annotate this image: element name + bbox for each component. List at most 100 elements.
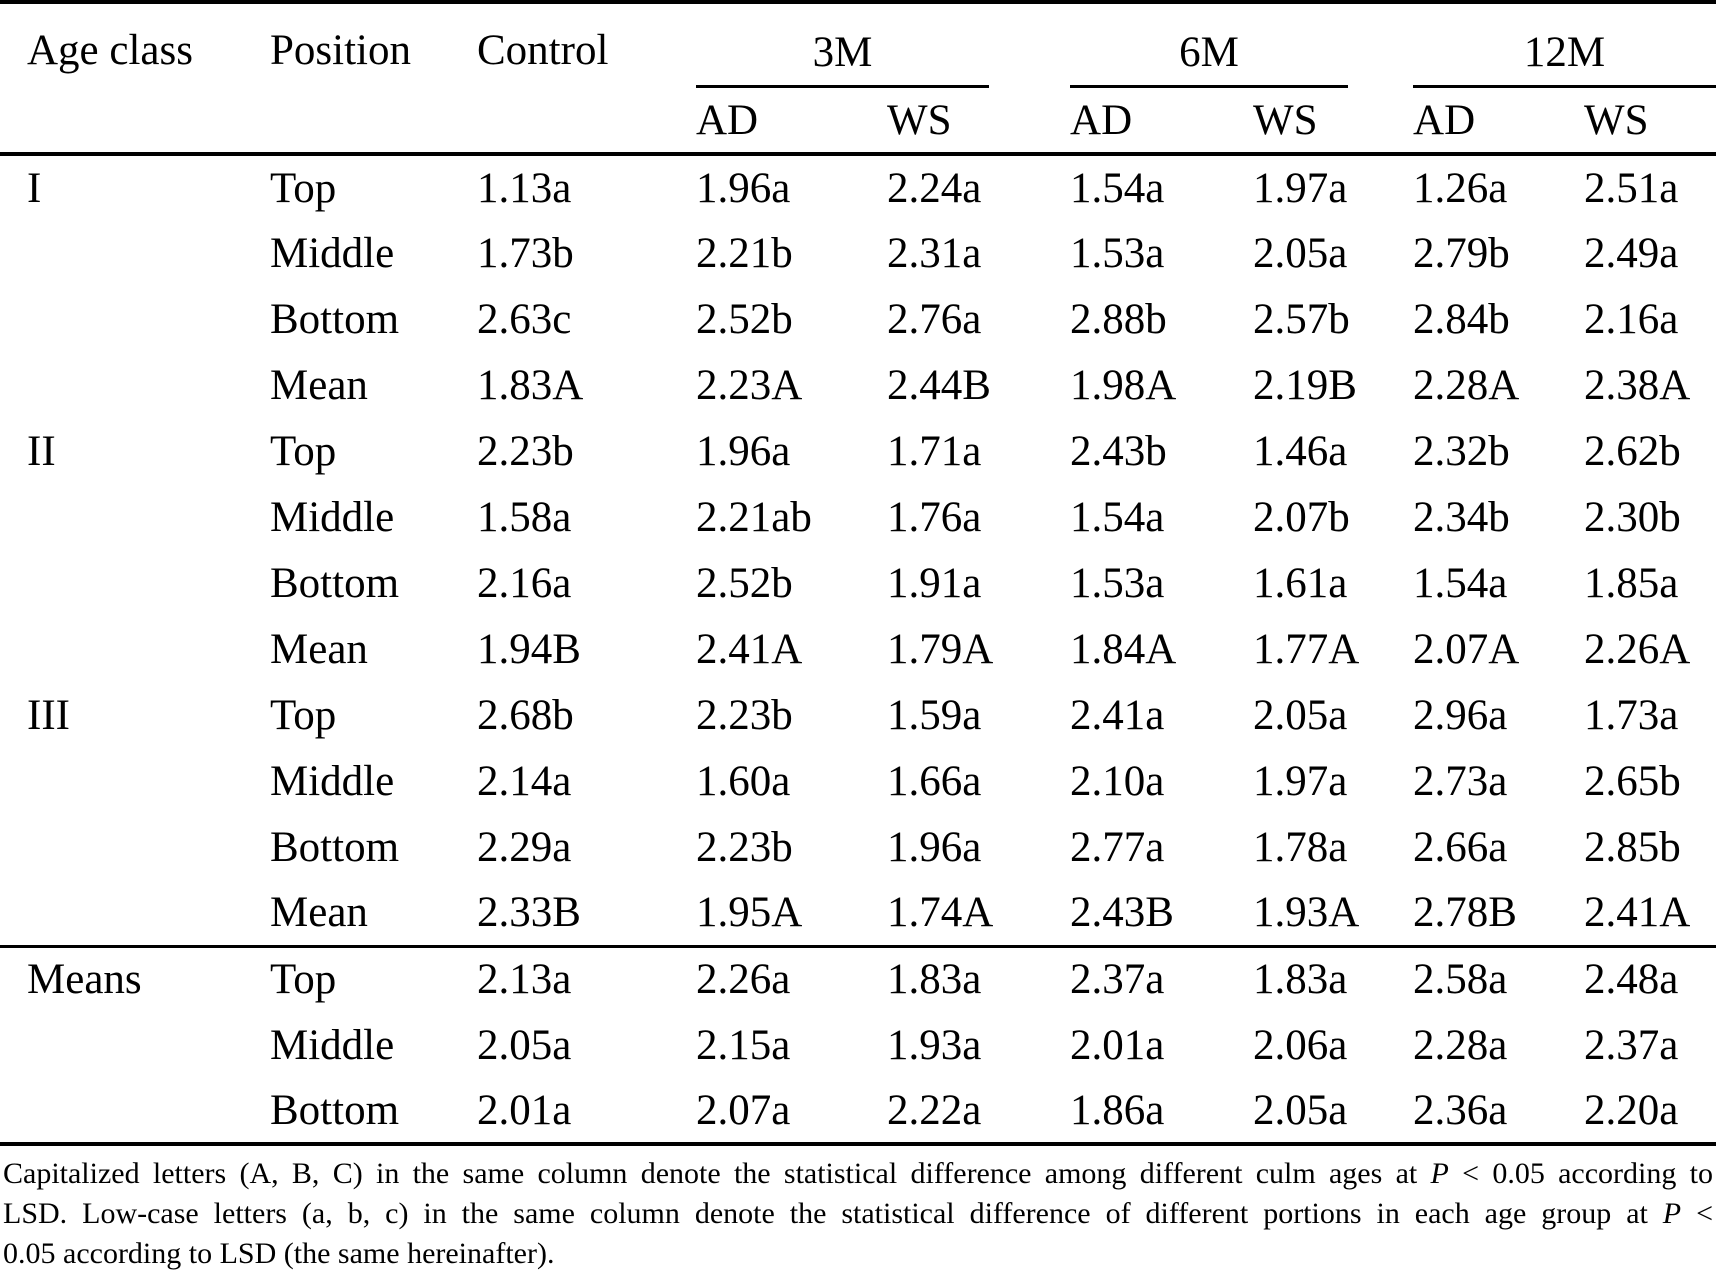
table-row: Bottom 2.16a 2.52b 1.91a 1.53a 1.61a 1.5… <box>0 550 1716 616</box>
value-cell: 1.60a <box>696 757 791 805</box>
value-cell: 2.79b <box>1413 229 1510 277</box>
col-header-12m-ad: AD <box>1413 96 1476 144</box>
value-cell: 2.84b <box>1413 295 1510 343</box>
age-class-cell: III <box>27 691 70 739</box>
value-cell: 2.20a <box>1584 1086 1679 1134</box>
value-cell: 1.76a <box>887 493 982 541</box>
value-cell: 2.57b <box>1253 295 1350 343</box>
value-cell: 1.95A <box>696 888 803 936</box>
age-class-cell <box>0 352 270 418</box>
value-cell: 2.65b <box>1584 757 1681 805</box>
value-cell: 1.54a <box>1070 493 1165 541</box>
position-cell: Middle <box>270 1021 395 1069</box>
table-row: Bottom 2.29a 2.23b 1.96a 2.77a 1.78a 2.6… <box>0 814 1716 880</box>
position-cell: Middle <box>270 229 395 277</box>
value-cell: 1.53a <box>1070 229 1165 277</box>
col-group-12m-label: 12M <box>1413 27 1716 88</box>
col-header-6m-ws: WS <box>1253 96 1318 144</box>
position-cell: Top <box>270 944 477 1012</box>
value-cell: 2.37a <box>1070 944 1254 1012</box>
value-cell: 1.73b <box>477 229 574 277</box>
value-cell: 1.54a <box>1413 559 1508 607</box>
value-cell: 2.52b <box>696 295 793 343</box>
table-row: Middle 1.73b 2.21b 2.31a 1.53a 2.05a 2.7… <box>0 220 1716 286</box>
table-row: Mean 1.83A 2.23A 2.44B 1.98A 2.19B 2.28A… <box>0 352 1716 418</box>
value-cell: 1.93a <box>887 1021 982 1069</box>
age-class-cell <box>0 1078 270 1144</box>
value-cell: 1.83a <box>1253 944 1414 1012</box>
value-cell: 1.73a <box>1584 691 1679 739</box>
value-cell: 2.15a <box>696 1021 791 1069</box>
table-row: Middle 2.14a 1.60a 1.66a 2.10a 1.97a 2.7… <box>0 748 1716 814</box>
value-cell: 2.19B <box>1253 361 1357 409</box>
value-cell: 2.49a <box>1584 229 1679 277</box>
value-cell: 1.83a <box>887 944 1071 1012</box>
value-cell: 1.58a <box>477 493 572 541</box>
value-cell: 2.26a <box>696 944 887 1012</box>
value-cell: 2.78B <box>1413 888 1517 936</box>
value-cell: 2.30b <box>1584 493 1681 541</box>
col-group-12m: 12M <box>1413 2 1716 88</box>
value-cell: 2.28A <box>1413 361 1520 409</box>
value-cell: 2.38A <box>1584 361 1691 409</box>
value-cell: 1.66a <box>887 757 982 805</box>
value-cell: 2.21b <box>696 229 793 277</box>
table-row: I Top 1.13a 1.96a 2.24a 1.54a 1.97a 1.26… <box>0 152 1716 220</box>
value-cell: 2.23A <box>696 361 803 409</box>
value-cell: 2.33B <box>477 888 581 936</box>
value-cell: 2.85b <box>1584 823 1681 871</box>
value-cell: 1.71a <box>887 427 982 475</box>
value-cell: 2.05a <box>1253 1086 1348 1134</box>
col-header-3m-ws: WS <box>887 96 952 144</box>
value-cell: 2.58a <box>1413 944 1585 1012</box>
value-cell: 1.96a <box>696 427 791 475</box>
value-cell: 2.05a <box>1253 229 1348 277</box>
value-cell: 2.07A <box>1413 625 1520 673</box>
value-cell: 2.34b <box>1413 493 1510 541</box>
footnote-line-1: Capitalized letters (A, B, C) in the sam… <box>3 1154 1713 1194</box>
value-cell: 2.43b <box>1070 427 1167 475</box>
value-cell: 1.85a <box>1584 559 1679 607</box>
value-cell: 2.41a <box>1070 691 1165 739</box>
header-row-groups: Age class Position Control 3M 6M 12M <box>0 2 1716 88</box>
value-cell: 1.53a <box>1070 559 1165 607</box>
value-cell: 2.28a <box>1413 1021 1508 1069</box>
position-cell: Bottom <box>270 1086 400 1134</box>
age-class-cell <box>0 220 270 286</box>
table-row: Bottom 2.01a 2.07a 2.22a 1.86a 2.05a 2.3… <box>0 1078 1716 1144</box>
value-cell: 1.26a <box>1413 152 1585 220</box>
value-cell: 2.22a <box>887 1086 982 1134</box>
value-cell: 1.93A <box>1253 888 1360 936</box>
value-cell: 2.44B <box>887 361 991 409</box>
value-cell: 2.63c <box>477 295 572 343</box>
value-cell: 1.61a <box>1253 559 1348 607</box>
age-class-cell <box>0 880 270 946</box>
position-cell: Top <box>270 691 337 739</box>
age-class-cell: II <box>27 427 56 475</box>
value-cell: 2.43B <box>1070 888 1174 936</box>
col-group-3m-label: 3M <box>696 27 990 88</box>
footnote-text: < <box>1681 1197 1713 1230</box>
position-cell: Bottom <box>270 295 400 343</box>
value-cell: 2.24a <box>887 152 1071 220</box>
value-cell: 2.05a <box>477 1021 572 1069</box>
age-class-cell: I <box>0 152 270 220</box>
value-cell: 1.13a <box>477 152 696 220</box>
value-cell: 2.32b <box>1413 427 1510 475</box>
table-footnote: Capitalized letters (A, B, C) in the sam… <box>0 1154 1716 1274</box>
value-cell: 2.96a <box>1413 691 1508 739</box>
value-cell: 1.83A <box>477 361 584 409</box>
col-header-position: Position <box>270 27 411 74</box>
position-cell: Mean <box>270 888 368 936</box>
value-cell: 2.51a <box>1584 152 1716 220</box>
value-cell: 2.05a <box>1253 691 1348 739</box>
value-cell: 2.41A <box>1584 888 1691 936</box>
value-cell: 1.91a <box>887 559 982 607</box>
value-cell: 2.48a <box>1584 944 1716 1012</box>
value-cell: 2.36a <box>1413 1086 1508 1134</box>
col-header-control: Control <box>477 27 609 74</box>
position-cell: Top <box>270 152 477 220</box>
value-cell: 2.10a <box>1070 757 1165 805</box>
value-cell: 1.79A <box>887 625 994 673</box>
